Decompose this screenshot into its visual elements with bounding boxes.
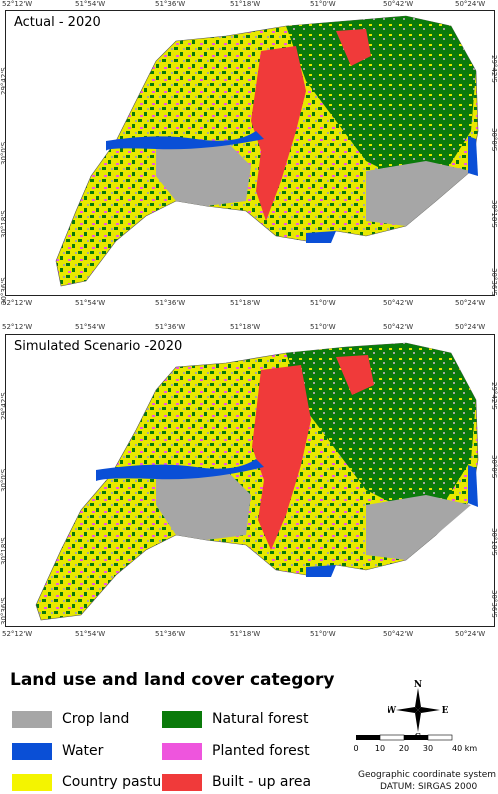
map-title: Simulated Scenario -2020 <box>14 339 183 354</box>
tick-label: 51°0'W <box>310 0 336 8</box>
legend-item-natural-forest: Natural forest <box>162 709 308 729</box>
tick-label: 51°36'W <box>155 0 186 8</box>
legend-label: Built - up area <box>212 774 312 790</box>
compass-n: N <box>414 680 422 690</box>
legend-swatch <box>12 710 52 728</box>
lake-east <box>468 465 478 507</box>
tick-label: 30°36'S <box>0 597 8 625</box>
scale-tick: 30 <box>423 744 433 753</box>
tick-label: 50°42'W <box>383 323 414 331</box>
forest-area <box>286 16 476 181</box>
tick-label: 51°54'W <box>75 0 106 8</box>
crop-area <box>156 470 251 540</box>
tick-label: 30°18'S <box>490 528 498 556</box>
scale-tick: 40 km <box>452 744 477 753</box>
legend-swatch <box>162 742 202 760</box>
compass-w: W <box>388 706 397 716</box>
tick-label: 50°24'W <box>455 299 486 307</box>
tick-label: 29°42'S <box>490 55 498 83</box>
legend-swatch <box>162 773 202 791</box>
tick-label: 30°18'S <box>0 210 8 238</box>
tick-label: 30°18'S <box>490 200 498 228</box>
tick-label: 51°36'W <box>155 323 186 331</box>
tick-label: 51°54'W <box>75 299 106 307</box>
tick-label: 50°24'W <box>455 0 486 8</box>
coordinate-system-note: Geographic coordinate system <box>358 770 497 780</box>
legend-label: Country pastures <box>62 774 183 790</box>
river <box>106 131 264 151</box>
tick-label: 30°36'S <box>490 590 498 618</box>
tick-label: 51°18'W <box>230 630 261 638</box>
tick-label: 30°36'S <box>0 277 8 305</box>
land-cover-map-simulated <box>35 342 479 621</box>
tick-label: 30°0'S <box>490 128 498 152</box>
built-area-2 <box>336 355 374 395</box>
scale-bar: 0 10 20 30 40 km <box>354 734 477 753</box>
tick-label: 51°18'W <box>230 323 261 331</box>
legend-label: Planted forest <box>212 743 310 759</box>
tick-label: 51°18'W <box>230 0 261 8</box>
river <box>96 459 264 481</box>
legend-label: Crop land <box>62 711 130 727</box>
map-panel-actual: Actual - 2020 <box>5 10 495 296</box>
lake-south <box>306 231 336 243</box>
map-panel-simulated: Simulated Scenario -2020 <box>5 334 495 627</box>
tick-label: 51°18'W <box>230 299 261 307</box>
legend-title: Land use and land cover category <box>10 670 335 690</box>
tick-label: 51°54'W <box>75 630 106 638</box>
forest-area <box>286 343 476 510</box>
tick-label: 30°36'S <box>490 268 498 296</box>
built-area <box>252 365 311 550</box>
tick-label: 51°54'W <box>75 323 106 331</box>
crop-area-east <box>366 161 471 226</box>
lake-east <box>468 136 478 176</box>
tick-label: 51°0'W <box>310 630 336 638</box>
tick-label: 29°42'S <box>0 392 8 420</box>
tick-label: 51°0'W <box>310 323 336 331</box>
legend-swatch <box>12 742 52 760</box>
compass-e: E <box>442 706 448 716</box>
compass-rose-icon: N S E W <box>388 680 448 740</box>
tick-label: 50°42'W <box>383 299 414 307</box>
legend-label: Natural forest <box>212 711 309 727</box>
tick-label: 50°24'W <box>455 630 486 638</box>
crop-area-east <box>366 495 471 560</box>
tick-label: 30°0'S <box>0 468 8 492</box>
legend-label: Water <box>62 743 104 759</box>
legend-item-built-up-area: Built - up area <box>162 772 311 792</box>
tick-label: 50°24'W <box>455 323 486 331</box>
scale-tick: 0 <box>354 744 359 753</box>
tick-label: 52°12'W <box>2 323 33 331</box>
legend-item-country-pastures: Country pastures <box>12 772 183 792</box>
scale-tick: 10 <box>375 744 385 753</box>
crop-area <box>156 141 251 206</box>
tick-label: 51°36'W <box>155 630 186 638</box>
built-area-2 <box>336 29 371 66</box>
tick-label: 52°12'W <box>2 630 33 638</box>
legend-item-planted-forest: Planted forest <box>162 741 310 761</box>
tick-label: 50°42'W <box>383 0 414 8</box>
legend-swatch <box>162 710 202 728</box>
scale-tick: 20 <box>399 744 409 753</box>
tick-label: 30°0'S <box>0 141 8 165</box>
map-title: Actual - 2020 <box>14 15 101 30</box>
built-area <box>251 46 306 221</box>
legend-item-crop-land: Crop land <box>12 709 129 729</box>
tick-label: 52°12'W <box>2 0 33 8</box>
tick-label: 29°42'S <box>490 382 498 410</box>
land-cover-map-actual <box>55 15 479 287</box>
datum-note: DATUM: SIRGAS 2000 <box>380 782 478 792</box>
legend-swatch <box>12 773 52 791</box>
tick-label: 29°42'S <box>0 67 8 95</box>
tick-label: 52°12'W <box>2 299 33 307</box>
legend-item-water: Water <box>12 741 103 761</box>
tick-label: 51°36'W <box>155 299 186 307</box>
tick-label: 50°42'W <box>383 630 414 638</box>
tick-label: 30°0'S <box>490 455 498 479</box>
tick-label: 51°0'W <box>310 299 336 307</box>
lake-south <box>306 565 336 577</box>
tick-label: 30°18'S <box>0 537 8 565</box>
